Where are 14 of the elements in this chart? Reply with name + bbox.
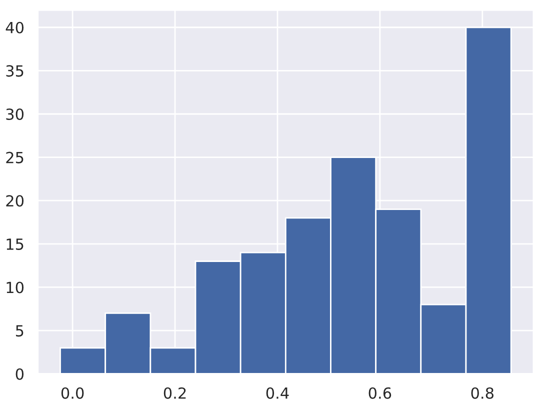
y-tick-label: 20 bbox=[6, 195, 24, 207]
y-tick-label: 25 bbox=[6, 152, 24, 164]
y-tick-label: 30 bbox=[6, 108, 24, 120]
y-tick-label: 40 bbox=[6, 22, 24, 34]
y-tick-label: 10 bbox=[6, 282, 24, 294]
y-tick-label: 5 bbox=[16, 325, 24, 337]
y-tick-label: 35 bbox=[6, 65, 24, 77]
y-tick-label: 0 bbox=[16, 368, 24, 380]
x-tick-label: 0.6 bbox=[368, 387, 392, 399]
x-tick-label: 0.4 bbox=[266, 387, 289, 399]
x-tick-label: 0.2 bbox=[164, 387, 186, 399]
y-tick-label: 15 bbox=[6, 238, 24, 250]
x-tick-label: 0.8 bbox=[471, 387, 494, 399]
x-tick-label: 0.0 bbox=[61, 387, 84, 399]
